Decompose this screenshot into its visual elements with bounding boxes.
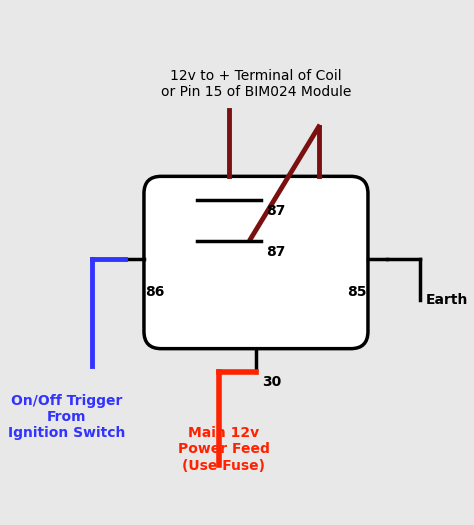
FancyBboxPatch shape xyxy=(144,176,368,349)
Text: 86: 86 xyxy=(145,285,164,299)
Text: 85: 85 xyxy=(347,285,367,299)
Text: 30: 30 xyxy=(263,375,282,390)
Text: 87: 87 xyxy=(266,204,285,218)
Text: Main 12v
Power Feed
(Use Fuse): Main 12v Power Feed (Use Fuse) xyxy=(178,426,270,472)
Text: On/Off Trigger
From
Ignition Switch: On/Off Trigger From Ignition Switch xyxy=(8,394,125,440)
Text: Earth: Earth xyxy=(426,293,468,307)
Text: 12v to + Terminal of Coil
or Pin 15 of BIM024 Module: 12v to + Terminal of Coil or Pin 15 of B… xyxy=(161,69,351,99)
Text: 87: 87 xyxy=(266,245,285,259)
